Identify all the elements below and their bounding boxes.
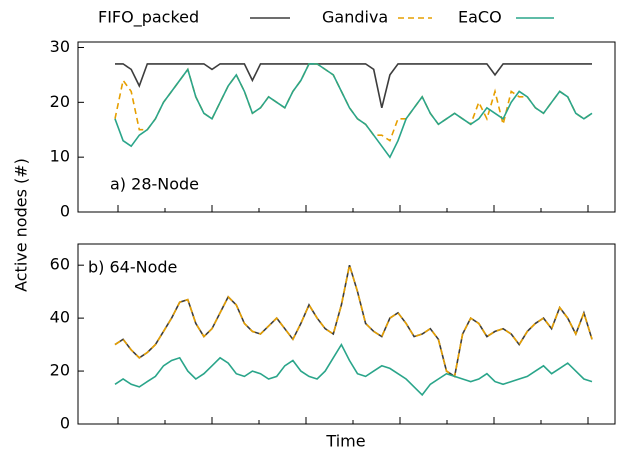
series-line bbox=[114, 63, 593, 159]
y-tick-label: 60 bbox=[50, 255, 70, 274]
series-line bbox=[114, 264, 593, 378]
legend-label: Gandiva bbox=[322, 8, 388, 27]
panel-frame bbox=[77, 243, 616, 425]
y-tick-label: 10 bbox=[50, 147, 70, 166]
x-axis-label: Time bbox=[325, 432, 365, 451]
y-tick-label: 0 bbox=[60, 414, 70, 433]
legend-label: EaCO bbox=[458, 8, 502, 27]
y-axis-label: Active nodes (#) bbox=[12, 158, 31, 292]
y-tick-label: 20 bbox=[50, 361, 70, 380]
legend-label: FIFO_packed bbox=[98, 8, 199, 28]
series-line bbox=[114, 342, 593, 397]
y-tick-label: 30 bbox=[50, 37, 70, 56]
panel-annotation: b) 64-Node bbox=[88, 258, 177, 277]
series-line bbox=[114, 63, 593, 142]
y-tick-label: 20 bbox=[50, 92, 70, 111]
series-line bbox=[115, 63, 592, 108]
panel-frame bbox=[77, 41, 616, 213]
series-line bbox=[114, 264, 593, 378]
y-tick-label: 0 bbox=[60, 202, 70, 221]
y-tick-label: 40 bbox=[50, 308, 70, 327]
panel-annotation: a) 28-Node bbox=[110, 175, 199, 194]
